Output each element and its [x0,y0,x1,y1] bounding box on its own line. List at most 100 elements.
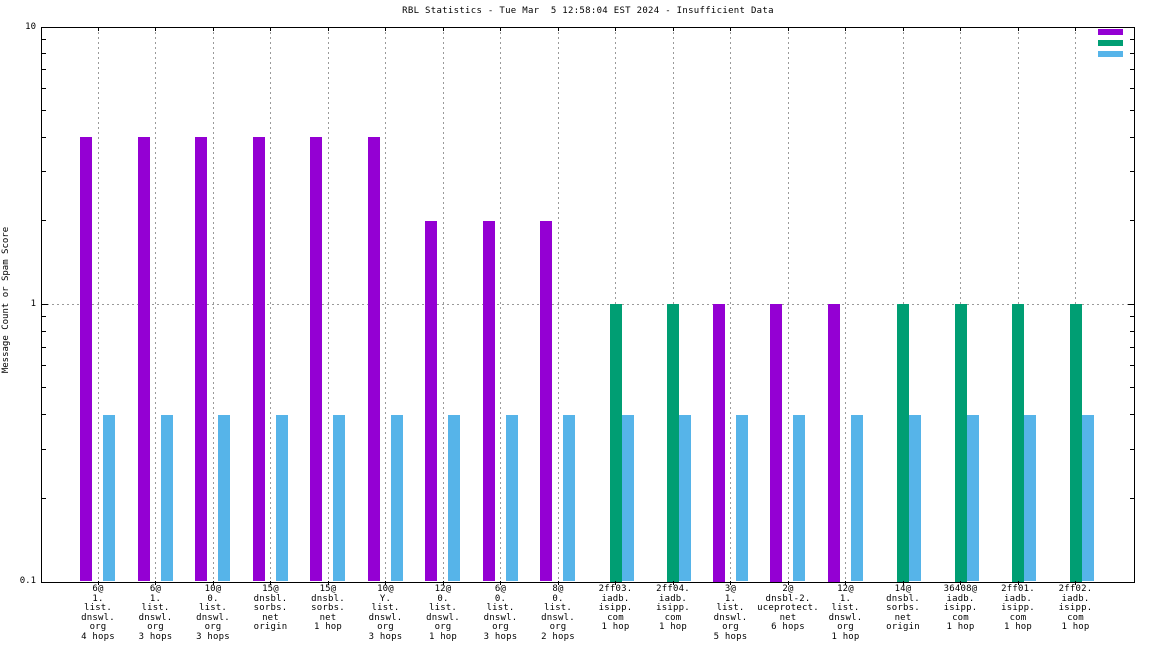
y-minor-tick-left [42,346,46,348]
x-axis-tick-top [787,27,789,31]
x-axis-tick-bottom [97,581,99,585]
x-axis-tick-bottom [1075,581,1076,585]
v-gridline [442,27,444,582]
x-tick-label: 12@ 0. list. dnswl. org 1 hop [426,584,460,642]
bar-score [333,414,345,582]
bar-not-spam [310,137,322,582]
x-axis-tick-top [212,27,214,31]
bar-score [966,414,979,582]
bar-not-spam [827,304,840,582]
x-tick-label: 6@ 0. list. dnswl. org 3 hops [483,584,518,642]
y-minor-tick-left [42,448,46,450]
bar-score [735,414,748,582]
x-axis-tick-bottom [960,581,961,585]
x-axis-tick-bottom [672,581,674,585]
bar-score [448,414,460,582]
x-tick-label: 2ff03. iadb. isipp. com 1 hop [598,584,633,633]
x-axis-tick-top [155,27,156,31]
y-minor-tick-right [1130,330,1134,332]
x-tick-label: 36408@ iadb. isipp. com 1 hop [943,584,978,633]
bar-not-spam [252,137,265,582]
legend-swatch [1098,51,1123,57]
y-major-tick-left [42,303,48,305]
y-minor-tick-right [1130,387,1134,389]
v-gridline [385,27,386,582]
v-gridline [270,27,271,582]
x-axis-tick-top [730,27,731,31]
x-axis-tick-top [557,27,559,31]
x-axis-tick-top [500,27,501,31]
x-axis-tick-bottom [442,581,444,585]
y-minor-tick-left [42,497,46,499]
x-tick-label: 2ff04. iadb. isipp. com 1 hop [656,584,690,633]
x-axis-tick-top [672,27,674,31]
bar-spam [897,304,909,582]
y-tick-label: 0.1 [19,576,36,586]
y-minor-tick-right [1130,220,1134,222]
v-gridline [787,27,789,582]
x-axis-tick-top [1075,27,1076,31]
bar-score [1081,414,1094,582]
y-minor-tick-right [1130,88,1134,89]
y-minor-tick-left [42,387,46,389]
y-minor-tick-left [42,220,46,222]
y-minor-tick-left [42,171,46,173]
bar-score [563,414,575,582]
bar-score [793,414,805,582]
v-gridline [155,27,156,582]
x-tick-label: 3@ 1. list. dnswl. org 5 hops [713,584,748,642]
bar-not-spam [80,137,92,582]
x-axis-tick-top [902,27,904,31]
y-minor-tick-left [42,414,46,416]
h-gridline [42,303,1134,305]
y-minor-tick-right [1130,414,1134,416]
bar-spam [1012,304,1024,582]
chart-title: RBL Statistics - Tue Mar 5 12:58:04 EST … [402,6,774,16]
x-axis-tick-top [442,27,444,31]
y-minor-tick-right [1130,69,1134,71]
v-gridline [327,27,329,582]
x-axis-tick-bottom [270,581,271,585]
bar-not-spam [195,137,207,582]
x-axis-tick-bottom [212,581,214,585]
bar-score [390,414,403,582]
legend-swatch [1098,29,1123,35]
x-tick-label: 15@ dnsbl. sorbs. net 1 hop [311,584,345,633]
bar-score [850,414,863,582]
bar-score [103,414,115,582]
bar-not-spam [712,304,725,582]
x-tick-label: 14@ dnsbl. sorbs. net origin [886,584,920,633]
x-axis-tick-bottom [557,581,559,585]
bar-spam [954,304,967,582]
y-minor-tick-left [42,53,46,55]
x-axis-tick-bottom [615,581,616,585]
x-axis-tick-top [327,27,329,31]
y-minor-tick-left [42,39,46,41]
x-tick-label: 6@ 1. list. dnswl. org 4 hops [81,584,115,642]
x-axis-tick-bottom [385,581,386,585]
v-gridline [845,27,846,582]
bar-score [275,414,288,582]
y-minor-tick-left [42,365,46,367]
bar-score [1024,414,1036,582]
x-axis-tick-bottom [730,581,731,585]
x-axis-tick-bottom [327,581,329,585]
y-minor-tick-left [42,88,46,89]
y-tick-label: 10 [25,21,36,32]
bar-not-spam [770,304,782,582]
y-minor-tick-right [1130,53,1134,55]
x-tick-label: 8@ 0. list. dnswl. org 2 hops [541,584,575,642]
x-axis-tick-top [960,27,961,31]
x-tick-label: 12@ 1. list. dnswl. org 1 hop [828,584,863,642]
x-axis-tick-top [615,27,616,31]
x-axis-tick-top [845,27,846,31]
x-tick-label: 2@ dnsbl-2. uceprotect. net 6 hops [757,584,819,633]
bar-not-spam [425,220,437,582]
v-gridline [557,27,559,582]
x-tick-label: 15@ dnsbl. sorbs. net origin [253,584,288,633]
x-axis-tick-top [97,27,99,31]
x-tick-label: 2ff01. iadb. isipp. com 1 hop [1001,584,1035,633]
bar-not-spam [137,137,150,582]
v-gridline [500,27,501,582]
